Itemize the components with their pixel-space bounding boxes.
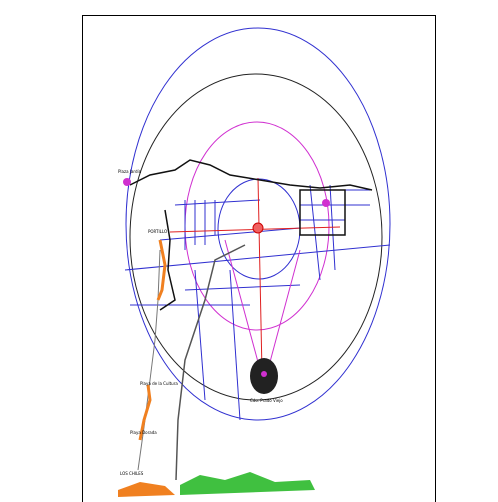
beach-strip xyxy=(138,384,152,441)
drawing-frame xyxy=(82,15,436,502)
vegetation-area xyxy=(180,472,315,495)
place-label: Playa Dorada xyxy=(130,430,157,435)
place-label: Cdo. Prado Viejo xyxy=(250,398,283,403)
highway xyxy=(175,244,246,481)
place-label: Playa de la Cultura xyxy=(140,381,178,386)
urban-areas xyxy=(129,159,373,311)
west-node xyxy=(123,178,131,186)
center-node xyxy=(252,222,264,234)
beach-area xyxy=(118,482,175,497)
place-label: LOS CHILES xyxy=(120,471,144,476)
east-node xyxy=(322,199,330,207)
middle-ring xyxy=(129,73,383,401)
beach-strip xyxy=(156,239,167,301)
outer-ring xyxy=(125,27,391,421)
south-node xyxy=(261,371,267,377)
corridor xyxy=(224,239,301,363)
place-label: PORTILLO xyxy=(148,229,167,234)
place-label: Plaza Jardín xyxy=(118,169,142,174)
